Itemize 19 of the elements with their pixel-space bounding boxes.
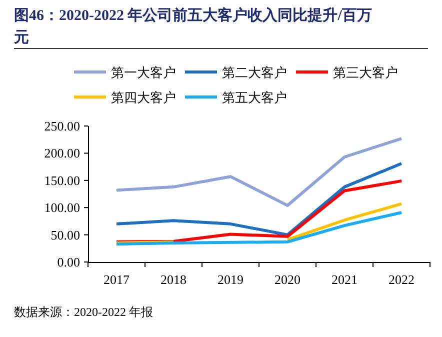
legend-label: 第五大客户	[222, 90, 287, 105]
y-tick-label: 0.00	[57, 254, 80, 270]
x-tick-label: 2018	[160, 272, 186, 287]
title: 图46：2020-2022 年公司前五大客户收入同比提升/百万元	[14, 8, 372, 46]
y-tick-label: 200.00	[44, 146, 80, 161]
legend-label: 第三大客户	[333, 65, 398, 80]
y-tick-label: 150.00	[44, 172, 80, 188]
y-tick-label: 50.00	[50, 227, 80, 242]
x-tick-label: 2021	[332, 272, 358, 287]
y-tick-label: 250.00	[44, 118, 80, 134]
x-tick-label: 2022	[388, 272, 414, 287]
y-tick-label: 100.00	[44, 200, 80, 216]
x-tick-label: 2019	[218, 272, 244, 287]
legend-label: 第二大客户	[222, 65, 287, 80]
legend-label: 第四大客户	[111, 90, 176, 105]
x-tick-label: 2020	[274, 272, 300, 287]
x-tick-label: 2017	[104, 272, 130, 287]
legend-label: 第一大客户	[111, 65, 176, 80]
annotation: 数据来源：2020-2022 年报	[14, 305, 153, 319]
